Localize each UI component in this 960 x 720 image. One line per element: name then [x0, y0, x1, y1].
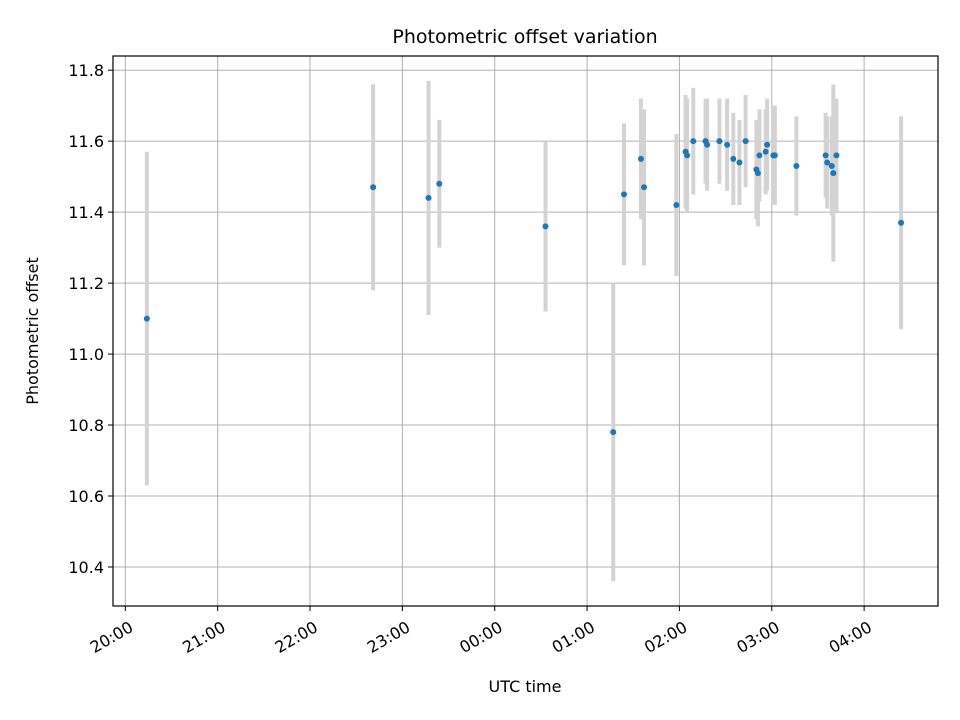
y-tick-label: 10.6 — [68, 487, 104, 506]
grid — [113, 56, 938, 606]
data-point — [425, 194, 432, 201]
data-point — [143, 315, 150, 322]
data-point — [742, 138, 749, 145]
y-tick-label: 11.4 — [68, 203, 104, 222]
y-axis-label: Photometric offset — [23, 257, 42, 405]
data-point — [824, 159, 831, 166]
chart-title: Photometric offset variation — [392, 26, 657, 48]
y-tick-label: 10.8 — [68, 416, 104, 435]
data-point — [771, 152, 778, 159]
data-point — [637, 155, 644, 162]
data-point — [762, 148, 769, 155]
data-point — [610, 429, 617, 436]
data-point — [898, 219, 905, 226]
data-point — [621, 191, 628, 198]
data-point — [822, 152, 829, 159]
y-axis: 10.4 10.6 10.8 11.0 11.2 11.4 11.6 11.8 — [68, 61, 113, 577]
data-point — [830, 170, 837, 177]
data-point — [730, 155, 737, 162]
plot-frame — [112, 55, 939, 607]
y-tick-label: 10.4 — [68, 558, 104, 577]
data-point — [716, 138, 723, 145]
data-point — [756, 152, 763, 159]
y-tick-label: 11.2 — [68, 274, 104, 293]
data-point — [690, 138, 697, 145]
data-point — [436, 180, 443, 187]
data-point — [641, 184, 648, 191]
data-point — [754, 170, 761, 177]
data-point — [673, 202, 680, 209]
data-point — [370, 184, 377, 191]
data-point — [542, 223, 549, 230]
data-point — [736, 159, 743, 166]
y-tick-label: 11.8 — [68, 61, 104, 80]
data-point — [704, 141, 711, 148]
data-point — [833, 152, 840, 159]
data-points — [143, 138, 905, 436]
data-point — [828, 163, 835, 169]
y-tick-label: 11.6 — [68, 132, 104, 151]
data-point — [793, 163, 800, 169]
data-point — [764, 141, 771, 148]
data-point — [724, 141, 731, 148]
y-tick-label: 11.0 — [68, 345, 104, 364]
x-axis-label: UTC time — [489, 677, 562, 696]
data-point — [684, 152, 691, 159]
